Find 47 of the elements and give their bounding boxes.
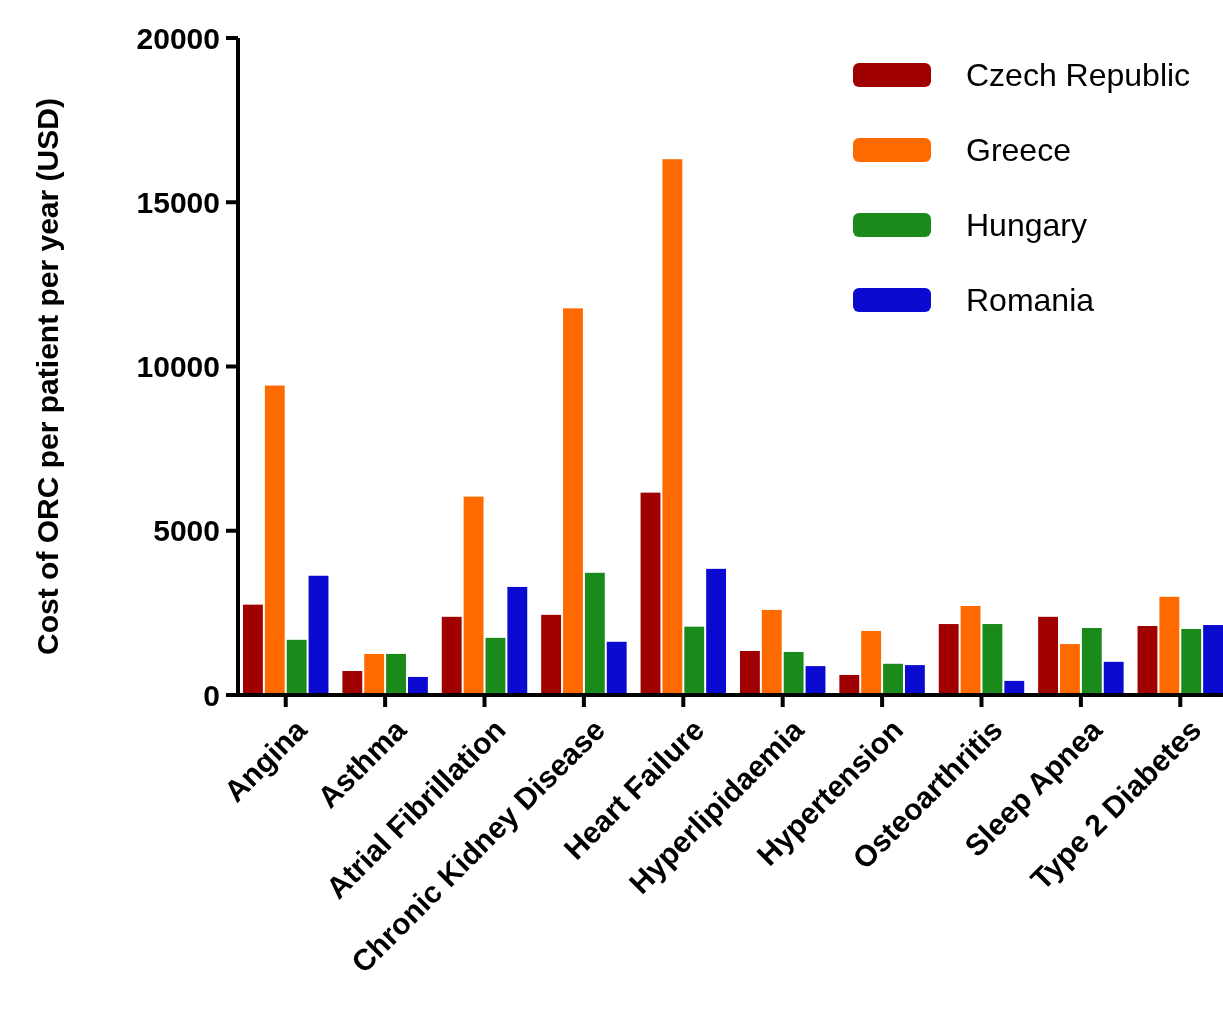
bar [684,626,705,695]
bar [1038,616,1059,695]
y-tick-label: 20000 [136,21,220,55]
bar [938,624,959,695]
legend-label: Romania [966,282,1095,319]
bar [441,616,462,695]
bar [1181,628,1202,695]
bar [264,385,285,695]
y-tick-label: 0 [203,678,220,712]
bar [541,614,562,695]
bar [507,586,528,695]
bar [783,651,804,695]
bar [606,641,627,695]
legend-label: Hungary [966,207,1087,244]
bar [883,663,903,695]
legend-label: Czech Republic [966,57,1191,94]
y-axis-title: Cost of ORC per patient per year (USD) [31,98,64,655]
bar [904,665,925,695]
bar [463,496,484,695]
bar [308,575,329,695]
bar [640,492,661,695]
bar [485,637,506,695]
bar [739,650,760,695]
bar [1060,644,1080,695]
bar [662,159,683,695]
bar [982,624,1003,695]
bar [1203,625,1223,695]
bar [342,671,363,695]
bar [242,604,263,695]
bar [1081,627,1102,695]
bar [563,308,583,695]
bar [364,653,385,695]
y-tick-label: 10000 [136,350,220,383]
y-tick-label: 5000 [153,514,220,548]
bar [386,653,406,695]
bar [1137,626,1158,695]
bar [960,605,981,695]
bar [286,639,307,695]
bar [1159,596,1180,695]
bar [861,630,882,695]
bar [761,609,782,695]
y-tick-label: 15000 [136,185,220,219]
bar [706,568,727,695]
bar [839,674,860,695]
bar [584,572,605,695]
bar [1103,661,1124,695]
legend-label: Greece [966,132,1071,169]
